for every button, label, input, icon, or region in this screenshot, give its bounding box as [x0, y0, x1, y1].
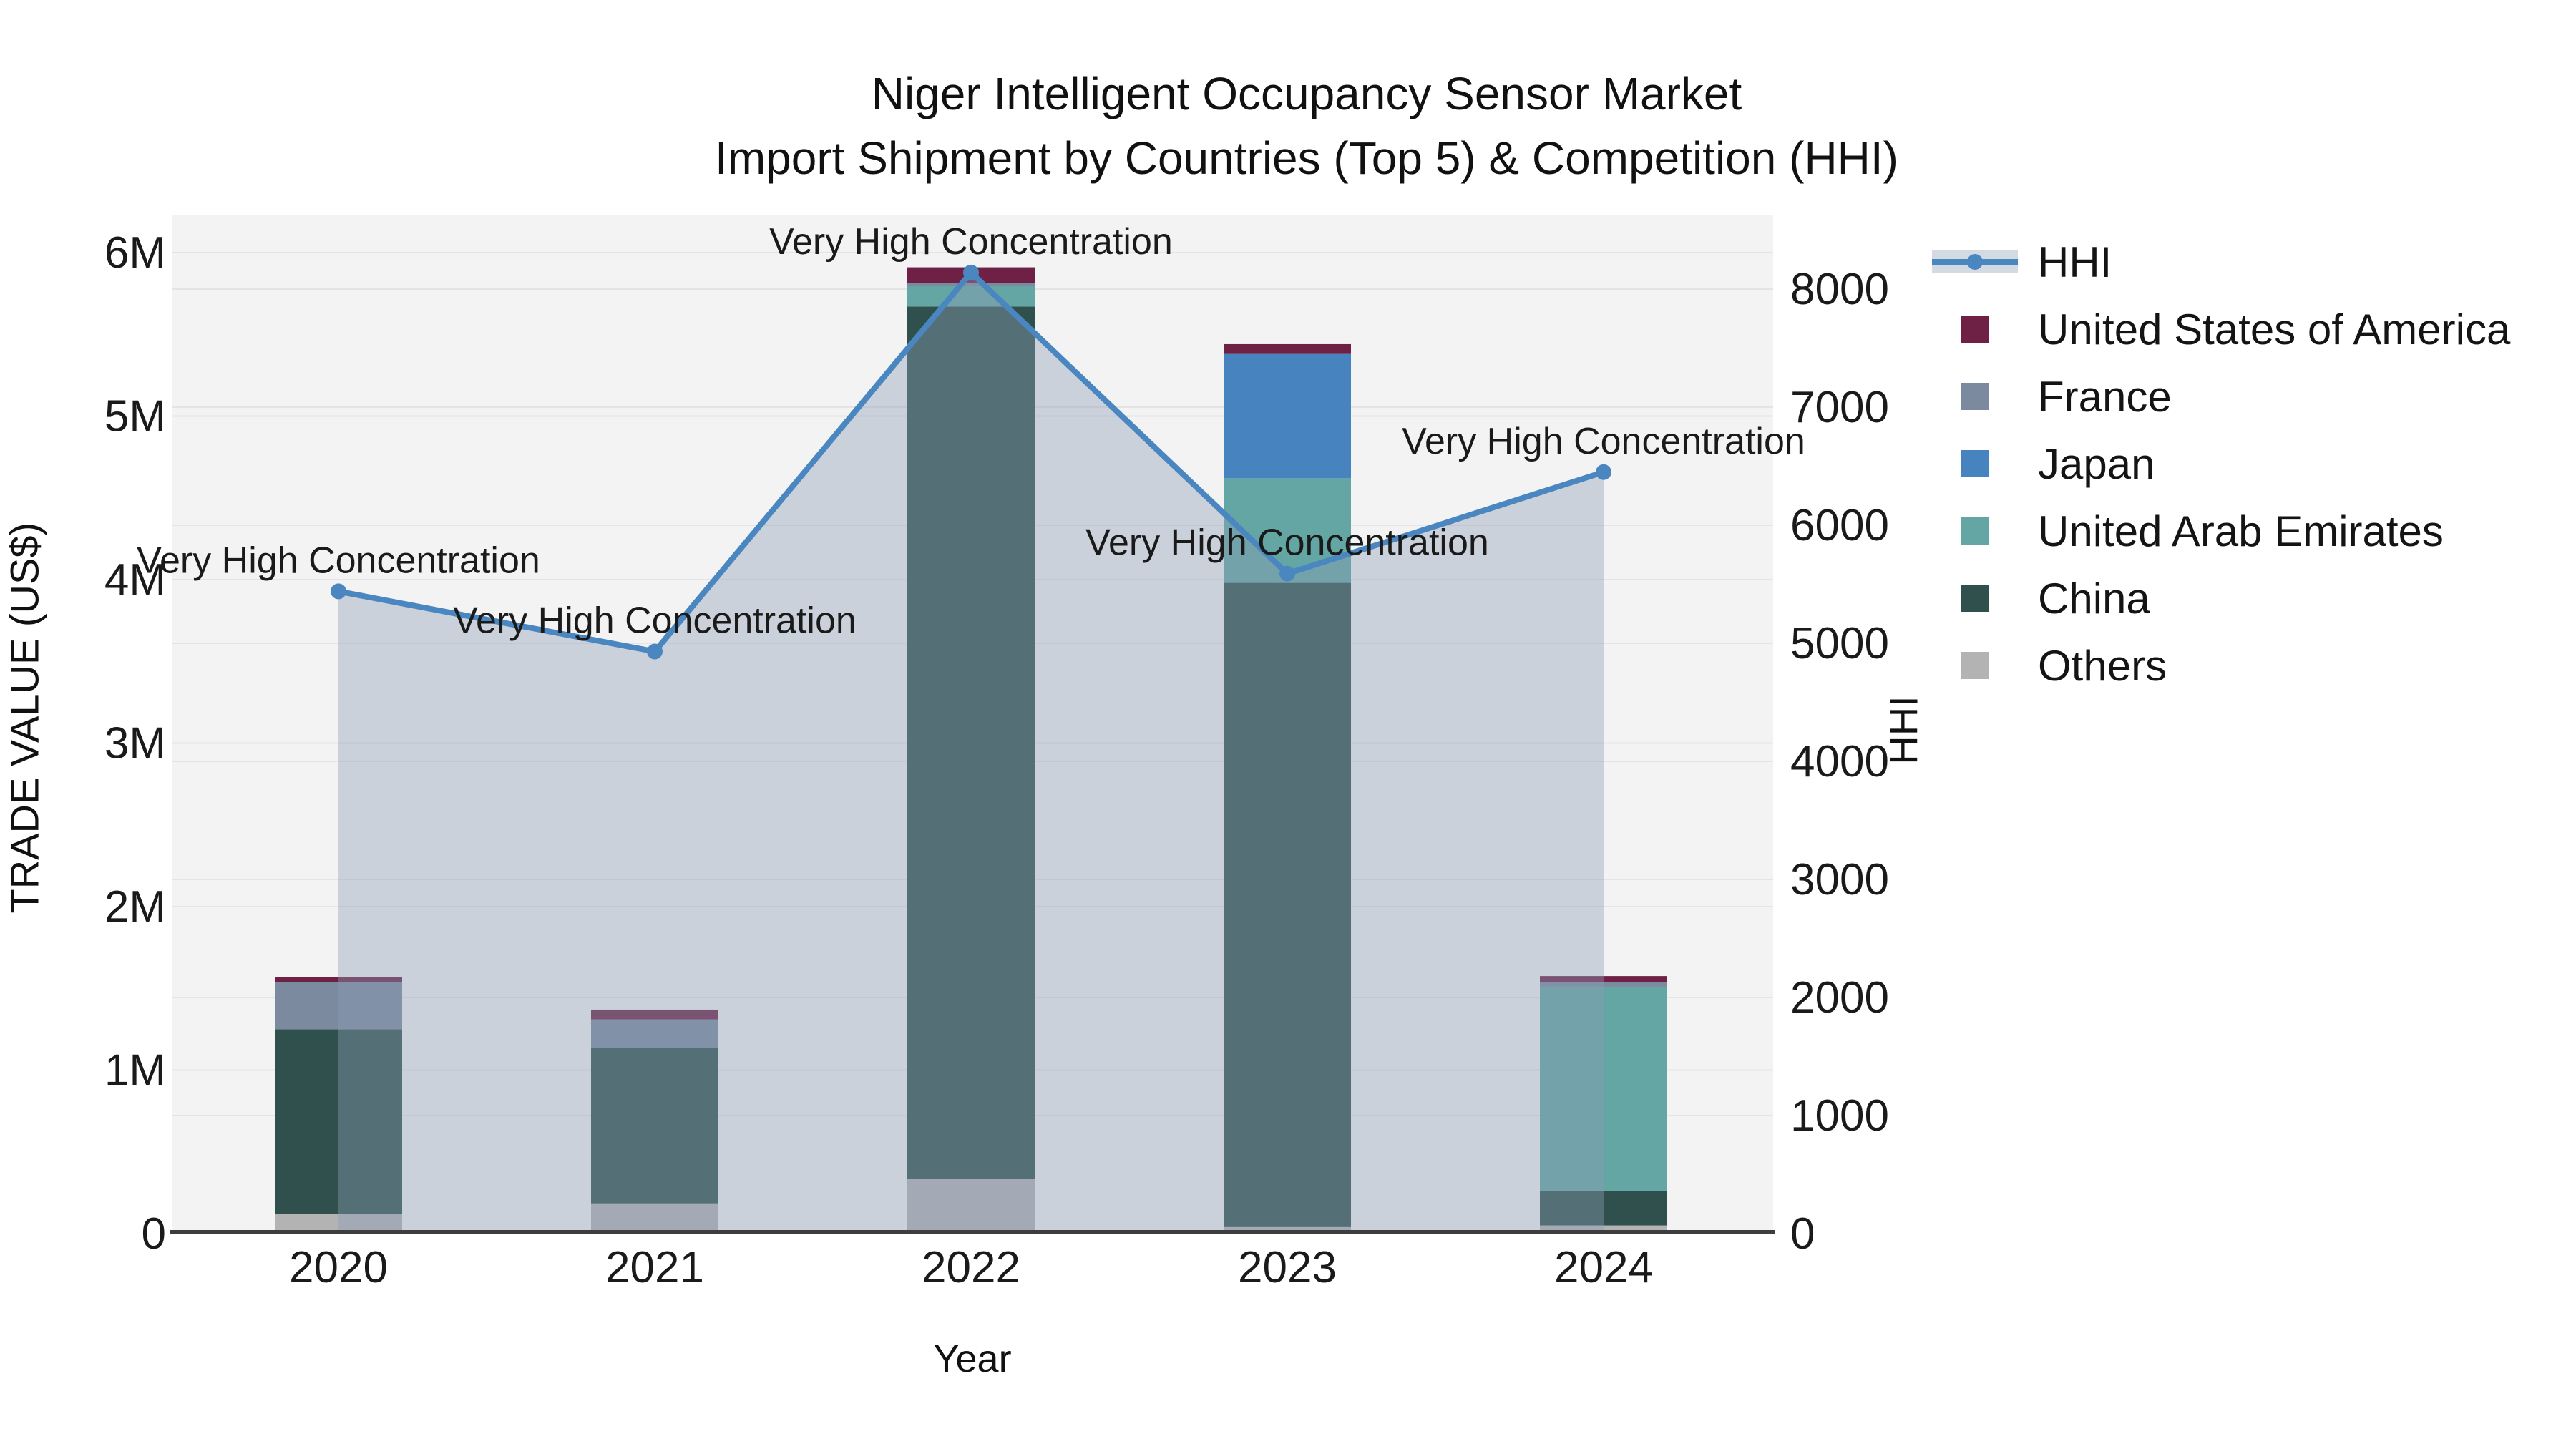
hhi-marker-2020: [331, 583, 346, 600]
chart-title: Niger Intelligent Occupancy Sensor Marke…: [40, 62, 2573, 190]
legend-label: France: [2038, 372, 2172, 421]
y-left-tick-label: 5M: [104, 392, 166, 441]
y-left-tick-label: 2M: [104, 882, 166, 932]
hhi-marker-2021: [647, 643, 663, 660]
chart-title-line1: Niger Intelligent Occupancy Sensor Marke…: [871, 68, 1742, 119]
x-tick-label-2023: 2023: [1238, 1243, 1337, 1292]
legend-item-china[interactable]: China: [1932, 565, 2510, 632]
bar-segment-others-2020: [275, 1214, 402, 1232]
others-swatch-icon: [1961, 652, 1989, 679]
x-tick-label-2024: 2024: [1554, 1243, 1653, 1292]
y-axis-title-left: TRADE VALUE (US$): [1, 522, 47, 914]
bar-segment-others-2022: [907, 1179, 1035, 1232]
legend: HHI United States of America France Japa…: [1932, 228, 2510, 699]
legend-label: Others: [2038, 641, 2167, 690]
annotation-2021: Very High Concentration: [453, 600, 857, 642]
y-left-tick-label: 3M: [104, 719, 166, 769]
y-right-tick-label: 0: [1790, 1209, 1815, 1259]
china-swatch-icon: [1961, 585, 1989, 612]
bar-segment-france-2022: [907, 283, 1035, 286]
usa-swatch-icon: [1961, 316, 1989, 343]
bar-segment-uae-2022: [907, 286, 1035, 307]
x-axis-title: Year: [933, 1337, 1012, 1380]
bar-segment-china-2020: [275, 1029, 402, 1214]
legend-item-uae[interactable]: United Arab Emirates: [1932, 497, 2510, 565]
japan-swatch-icon: [1961, 450, 1989, 477]
bar-segment-japan-2023: [1224, 353, 1351, 479]
y-right-tick-label: 3000: [1790, 855, 1889, 904]
bar-segment-china-2022: [907, 306, 1035, 1179]
legend-item-france[interactable]: France: [1932, 363, 2510, 430]
y-right-tick-label: 7000: [1790, 383, 1889, 432]
hhi-line-sample-icon: [1932, 250, 2018, 273]
y-right-tick-label: 2000: [1790, 973, 1889, 1023]
y-axis-title-right: HHI: [1880, 696, 1926, 765]
bar-segment-france-2024: [1540, 982, 1667, 987]
annotation-2020: Very High Concentration: [137, 540, 540, 581]
y-left-tick-label: 1M: [104, 1046, 166, 1096]
bar-segment-usa-2020: [275, 977, 402, 982]
hhi-area-fill: [338, 272, 1604, 1231]
legend-item-usa[interactable]: United States of America: [1932, 296, 2510, 363]
bar-segment-france-2020: [275, 982, 402, 1030]
annotation-2023: Very High Concentration: [1085, 522, 1489, 564]
legend-item-hhi[interactable]: HHI: [1932, 228, 2510, 296]
uae-swatch-icon: [1961, 517, 1989, 545]
legend-label: United Arab Emirates: [2038, 507, 2444, 555]
bar-segment-china-2024: [1540, 1191, 1667, 1226]
france-swatch-icon: [1961, 383, 1989, 410]
hhi-marker-2024: [1596, 464, 1611, 480]
legend-label: United States of America: [2038, 305, 2511, 353]
annotation-2022: Very High Concentration: [769, 221, 1173, 263]
y-right-tick-label: 4000: [1790, 737, 1889, 786]
x-axis-line: [170, 1230, 1775, 1234]
x-tick-label-2022: 2022: [922, 1243, 1020, 1292]
bar-segment-uae-2024: [1540, 986, 1667, 1191]
x-tick-label-2020: 2020: [289, 1243, 388, 1292]
y-left-tick-label: 6M: [104, 228, 166, 278]
y-right-tick-label: 1000: [1790, 1091, 1889, 1141]
bar-segment-china-2021: [591, 1048, 718, 1204]
legend-item-others[interactable]: Others: [1932, 632, 2510, 699]
y-right-tick-label: 5000: [1790, 619, 1889, 668]
y-left-tick-label: 4M: [104, 555, 166, 605]
bar-segment-usa-2023: [1224, 343, 1351, 354]
chart-title-line2: Import Shipment by Countries (Top 5) & C…: [715, 132, 1898, 184]
y-left-tick-label: 0: [142, 1209, 166, 1259]
x-tick-label-2021: 2021: [605, 1243, 704, 1292]
legend-label: HHI: [2038, 238, 2112, 286]
hhi-marker-2022: [963, 264, 979, 280]
bar-segment-others-2024: [1540, 1225, 1667, 1232]
legend-item-japan[interactable]: Japan: [1932, 430, 2510, 497]
y-right-tick-label: 8000: [1790, 265, 1889, 314]
y-right-tick-label: 6000: [1790, 501, 1889, 550]
bar-segment-france-2021: [591, 1019, 718, 1048]
bar-segment-others-2021: [591, 1203, 718, 1232]
legend-label: Japan: [2038, 439, 2155, 488]
bar-segment-usa-2021: [591, 1009, 718, 1020]
bar-segment-others-2023: [1224, 1226, 1351, 1232]
hhi-marker-2023: [1279, 565, 1295, 582]
annotation-2024: Very High Concentration: [1402, 421, 1805, 462]
legend-label: China: [2038, 574, 2150, 623]
bar-segment-usa-2024: [1540, 976, 1667, 982]
bar-segment-china-2023: [1224, 582, 1351, 1227]
